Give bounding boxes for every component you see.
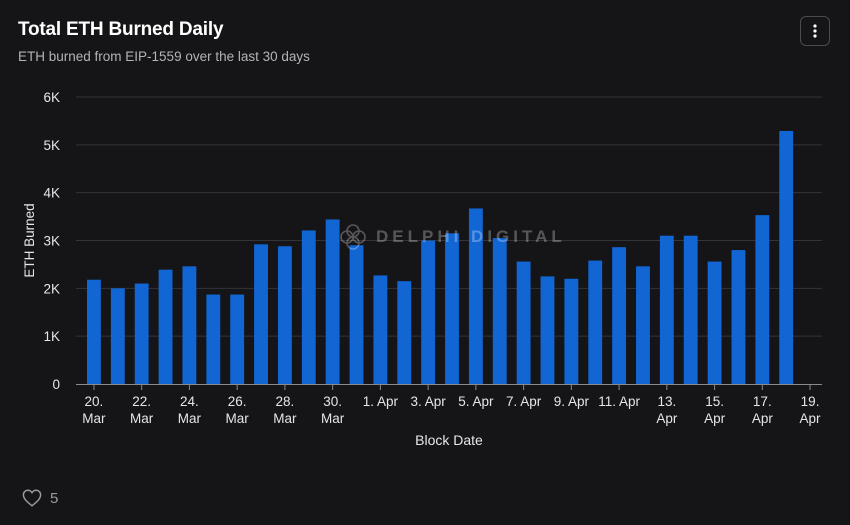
bar xyxy=(182,266,197,384)
bar xyxy=(158,269,173,384)
like-count: 5 xyxy=(50,489,59,507)
x-tick-label: 24. xyxy=(180,394,199,409)
y-tick-label: 6K xyxy=(43,90,60,105)
x-tick-label: 7. Apr xyxy=(506,394,542,409)
bar xyxy=(516,261,531,384)
y-tick-label: 5K xyxy=(43,138,60,153)
x-tick-label: Mar xyxy=(273,411,297,426)
bar xyxy=(397,281,412,384)
x-tick-label: 19. xyxy=(801,394,820,409)
bar xyxy=(134,283,149,384)
y-tick-label: 3K xyxy=(43,234,60,249)
x-tick-label: Mar xyxy=(178,411,202,426)
bar xyxy=(468,208,483,384)
y-axis-ticks: 0 1K 2K 3K 4K 5K 6K xyxy=(43,90,60,392)
bar xyxy=(779,130,794,384)
bar xyxy=(612,247,627,384)
chart-area: 0 1K 2K 3K 4K 5K 6K 20. Mar 22. Mar 24. Mar 26. Mar 28… xyxy=(22,90,822,448)
x-tick-label: Mar xyxy=(226,411,250,426)
like-button[interactable] xyxy=(22,489,42,507)
more-options-button[interactable] xyxy=(800,16,830,46)
bar xyxy=(636,266,650,384)
likes: 5 xyxy=(22,489,58,507)
x-tick-label: 1. Apr xyxy=(363,394,399,409)
x-tick-label: 13. xyxy=(657,394,676,409)
bar xyxy=(254,244,268,384)
bar xyxy=(755,215,770,384)
x-tick-label: 3. Apr xyxy=(410,394,446,409)
bars xyxy=(87,130,794,384)
bar xyxy=(110,288,125,384)
heart-icon xyxy=(22,489,42,507)
x-tick-label: Mar xyxy=(321,411,345,426)
x-tick-label: Mar xyxy=(82,411,106,426)
x-tick-label: 22. xyxy=(132,394,151,409)
bar xyxy=(325,219,340,384)
x-tick-label: Apr xyxy=(656,411,678,426)
x-tick-label: 20. xyxy=(85,394,104,409)
bar xyxy=(731,250,746,384)
bar xyxy=(230,294,245,384)
bar xyxy=(707,261,722,384)
bar xyxy=(349,245,364,384)
bar xyxy=(683,235,698,384)
x-tick-label: 9. Apr xyxy=(554,394,590,409)
bar xyxy=(445,233,459,384)
bar xyxy=(87,279,101,384)
bar xyxy=(277,246,292,384)
x-axis-label: Block Date xyxy=(415,432,483,448)
x-tick-label: 30. xyxy=(323,394,342,409)
x-tick-label: 17. xyxy=(753,394,772,409)
chart-title: Total ETH Burned Daily xyxy=(18,19,224,40)
y-tick-label: 4K xyxy=(43,186,60,201)
x-tick-label: Apr xyxy=(800,411,822,426)
x-tick-label: Apr xyxy=(704,411,726,426)
bar xyxy=(421,240,436,384)
y-tick-label: 0 xyxy=(52,377,60,392)
bar xyxy=(659,235,674,384)
bar xyxy=(373,275,388,384)
y-tick-label: 2K xyxy=(43,281,60,296)
x-tick-label: 26. xyxy=(228,394,247,409)
bar xyxy=(564,278,579,384)
x-tick-label: Mar xyxy=(130,411,154,426)
vertical-dots-icon xyxy=(813,24,817,38)
chart-subtitle: ETH burned from EIP-1559 over the last 3… xyxy=(18,49,310,64)
bar xyxy=(301,230,316,384)
bar-chart: 0 1K 2K 3K 4K 5K 6K 20. Mar 22. Mar 24. Mar 26. Mar 28… xyxy=(22,90,822,448)
y-tick-label: 1K xyxy=(43,329,60,344)
bar xyxy=(492,238,507,384)
x-tick-label: 11. Apr xyxy=(598,394,640,409)
x-tick-label: 5. Apr xyxy=(458,394,494,409)
x-tick-label: 28. xyxy=(276,394,295,409)
bar xyxy=(206,294,221,384)
x-tick-label: 15. xyxy=(705,394,724,409)
x-axis-ticks: 20. Mar 22. Mar 24. Mar 26. Mar 28. Mar 30. Mar 1. A… xyxy=(82,384,821,426)
x-tick-label: Apr xyxy=(752,411,774,426)
bar xyxy=(588,260,603,384)
y-axis-label: ETH Burned xyxy=(22,203,37,277)
bar xyxy=(540,276,555,384)
